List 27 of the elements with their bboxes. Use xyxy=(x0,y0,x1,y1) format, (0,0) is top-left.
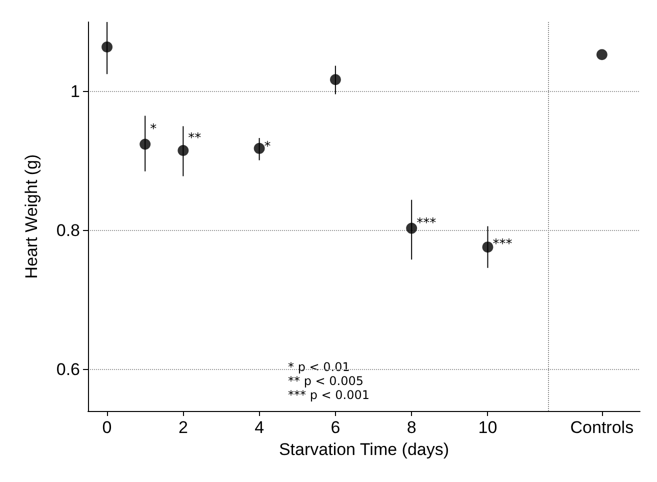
x-tick-label: 0 xyxy=(102,418,112,437)
point xyxy=(596,49,608,60)
y-tick-label: 0.8 xyxy=(56,220,80,240)
point xyxy=(330,74,341,86)
annotation: * xyxy=(150,122,158,138)
x-tick-label: Controls xyxy=(570,418,634,437)
point xyxy=(102,42,113,53)
x-tick-label: 4 xyxy=(254,418,264,437)
point xyxy=(140,138,151,150)
point xyxy=(254,142,265,154)
y-tick-label: 1 xyxy=(70,82,80,101)
annotation: *** p < 0.001 xyxy=(288,388,370,402)
annotation: *** xyxy=(416,216,437,231)
x-axis-title: Starvation Time (days) xyxy=(278,440,450,459)
annotation: *** xyxy=(492,236,513,252)
annotation: ** p < 0.005 xyxy=(288,374,364,388)
annotation: ** xyxy=(188,131,202,146)
y-axis-title: Heart Weight (g) xyxy=(22,154,41,279)
x-tick-label: 2 xyxy=(178,418,188,437)
point xyxy=(406,222,418,234)
point xyxy=(178,145,189,156)
x-tick-label: 10 xyxy=(478,418,498,437)
annotation: * xyxy=(264,140,272,155)
x-tick-label: 6 xyxy=(330,418,340,437)
x-tick-label: 8 xyxy=(406,418,416,437)
point xyxy=(482,242,494,253)
y-tick-label: 0.6 xyxy=(56,360,80,379)
